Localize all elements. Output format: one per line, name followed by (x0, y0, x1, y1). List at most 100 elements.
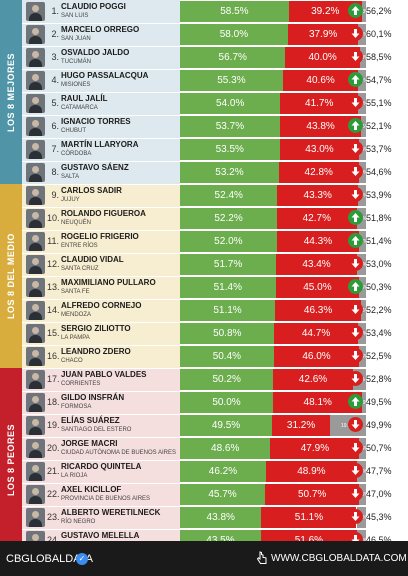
bar-disapprove-label: 44.3% (303, 236, 333, 247)
stacked-bar: 58.0%37.9%4.1% (180, 24, 366, 45)
governor-name: GILDO INSFRÁN (61, 393, 125, 402)
table-row: 19. ELÍAS SUÁREZ SANTIAGO DEL ESTERO 49.5% 3… (22, 414, 408, 437)
previous-value: 53,0% (366, 259, 392, 269)
bar-nsnc: 1.9% (362, 392, 366, 413)
arrow-down-icon (348, 486, 363, 501)
table-row: 17. JUAN PABLO VALDES CORRIENTES 50.2% 42.6%… (22, 368, 408, 391)
bar-approve-label: 55.3% (217, 75, 246, 86)
stacked-bar: 50.4%46.0%3.6% (180, 346, 366, 367)
governor-name: MARTÍN LLARYORA (61, 140, 139, 149)
stacked-bar: 51.4%45.0%3.6% (180, 277, 366, 298)
avatar (26, 370, 45, 389)
bar-approve: 49.5% (180, 415, 273, 436)
stacked-bar: 52.0%44.3%3.7% (180, 231, 366, 252)
rank-number: 24. (47, 535, 60, 545)
table-row: 6.IGNACIO TORRES CHUBUT 53.7% 43.8% 2.5%52,1… (22, 115, 408, 138)
bar-nsnc: 2.3% (361, 1, 366, 22)
province-name: ENTRE RÍOS (61, 243, 98, 249)
bar-approve-label: 49.5% (211, 420, 241, 431)
bar-approve-label: 56.7% (218, 52, 247, 63)
avatar (26, 301, 45, 320)
arrow-up-icon (348, 210, 363, 225)
rank-number: 15. (47, 328, 60, 338)
bar-disapprove: 31.2% (272, 415, 331, 436)
arrow-up-icon (348, 72, 363, 87)
footer-bar: CBGLOBALDATA ✓ WWW.CBGLOBALDATA.COM (0, 541, 408, 576)
bar-disapprove: 40.0% (285, 47, 360, 68)
avatar (26, 508, 45, 527)
province-name: SANTA FE (61, 289, 90, 295)
bar-approve-label: 50.0% (212, 397, 241, 408)
bar-disapprove: 40.6% (282, 70, 359, 91)
bar-disapprove: 48.9% (265, 461, 357, 482)
bar-disapprove-label: 45.0% (303, 282, 332, 293)
province-name: CHUBUT (61, 128, 86, 134)
avatar (26, 209, 45, 228)
bar-disapprove-label: 46.3% (303, 305, 333, 316)
stacked-bar: 58.5% 39.2% 2.3% (180, 1, 366, 22)
governor-name: GUSTAVO SÁENZ (61, 163, 129, 172)
bar-approve: 58.0% (180, 24, 288, 45)
bar-disapprove-label: 44.7% (301, 328, 331, 339)
province-name: FORMOSA (61, 404, 92, 410)
bar-disapprove: 46.0% (273, 346, 360, 367)
group-band (0, 368, 22, 552)
stacked-bar: 53.7% 43.8% 2.5% (180, 116, 366, 137)
previous-value: 52,2% (366, 305, 392, 315)
province-name: TUCUMÁN (61, 59, 91, 65)
row-divider (22, 138, 408, 139)
governor-name: MAXIMILIANO PULLARO (61, 278, 156, 287)
group-label: LOS 8 DEL MEDIO (6, 233, 16, 319)
stacked-bar: 48.6%47.9%3.5% (180, 438, 366, 459)
province-name: SAN LUIS (61, 13, 89, 19)
bar-approve: 50.0% (180, 392, 273, 413)
rank-number: 7. (51, 144, 59, 154)
bar-disapprove-label: 43.4% (302, 259, 331, 270)
rank-number: 11. (47, 236, 59, 246)
bar-disapprove-label: 51.1% (294, 512, 324, 523)
bar-approve-label: 43.8% (206, 512, 235, 523)
stacked-bar: 52.2%42.7%5.1% (180, 208, 366, 229)
bar-disapprove: 43.0% (279, 139, 360, 160)
rank-number: 13. (47, 282, 60, 292)
stacked-bar: 54.0%41.7%4.3% (180, 93, 366, 114)
province-name: JUJUY (61, 197, 80, 203)
bar-disapprove: 46.3% (275, 300, 362, 321)
bar-disapprove: 37.9% (287, 24, 359, 45)
stacked-bar: 51.7%43.4%4.9% (180, 254, 366, 275)
bar-approve-label: 54.0% (216, 98, 245, 109)
row-divider (22, 161, 408, 162)
rank-number: 2. (51, 29, 59, 39)
stacked-bar: 53.5%43.0%3.5% (180, 139, 366, 160)
bar-approve-label: 52.2% (214, 213, 243, 224)
rank-number: 17. (47, 374, 60, 384)
bar-approve: 58.5% (180, 1, 289, 22)
rank-number: 1. (51, 6, 59, 16)
bar-disapprove: 48.1% (273, 392, 363, 413)
bar-approve: 48.6% (180, 438, 271, 459)
arrow-down-icon (348, 49, 363, 64)
governor-name: GUSTAVO MELELLA (61, 531, 140, 540)
bar-disapprove-label: 40.6% (306, 75, 335, 86)
governor-name: AXEL KICILLOF (61, 485, 122, 494)
bar-approve-label: 52.4% (214, 190, 243, 201)
province-name: CORRIENTES (61, 381, 101, 387)
governor-name: JORGE MACRI (61, 439, 118, 448)
bar-approve-label: 52.0% (214, 236, 243, 247)
bar-approve-label: 51.1% (213, 305, 242, 316)
previous-value: 53,4% (366, 328, 392, 338)
bar-approve: 50.4% (180, 346, 274, 367)
row-divider (22, 46, 408, 47)
governor-name: ROGELIO FRIGERIO (61, 232, 139, 241)
pointer-hand-icon (255, 551, 269, 565)
rank-number: 14. (47, 305, 60, 315)
province-name: MENDOZA (61, 312, 91, 318)
avatar (26, 48, 45, 67)
bar-disapprove-label: 37.9% (308, 29, 338, 40)
bar-approve: 50.8% (180, 323, 275, 344)
stacked-bar: 55.3%40.6%4.1% (180, 70, 366, 91)
